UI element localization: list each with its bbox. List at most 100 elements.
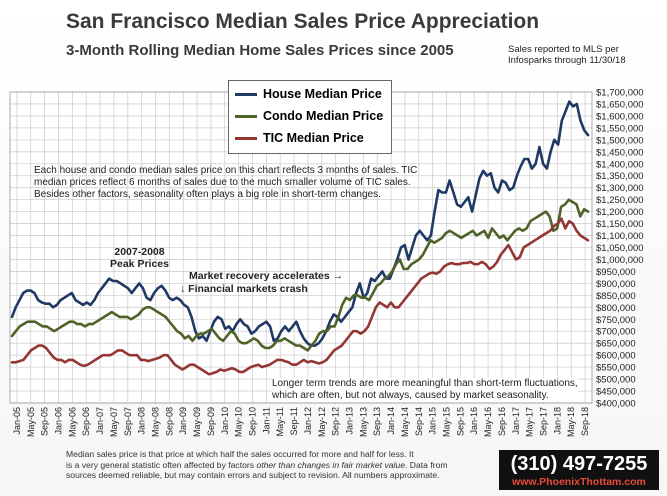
intro-annotation: Each house and condo median sales price … [34, 165, 417, 201]
y-tick-label: $1,500,000 [596, 135, 644, 146]
x-tick-label: May-06 [67, 407, 77, 437]
y-tick-label: $1,700,000 [596, 88, 644, 99]
condo-median-line [10, 198, 590, 352]
y-tick-label: $1,550,000 [596, 123, 644, 134]
legend-swatch-tic [235, 136, 257, 140]
x-tick-label: Sep-11 [289, 407, 299, 435]
x-tick-label: Sep-10 [248, 407, 258, 436]
y-tick-label: $1,400,000 [596, 159, 644, 170]
x-tick-label: Sep-08 [164, 407, 174, 436]
x-tick-label: May-16 [483, 407, 493, 437]
legend-item-condo: Condo Median Price [235, 107, 383, 125]
house-median-line [10, 100, 590, 347]
x-tick-label: Jan-18 [552, 407, 562, 435]
x-tick-label: Jan-06 [54, 407, 64, 435]
trends-line-2: which are often, but not always, caused … [272, 390, 549, 401]
x-tick-label: May-12 [317, 407, 327, 437]
y-tick-label: $1,050,000 [596, 243, 644, 254]
y-tick-label: $1,650,000 [596, 99, 644, 110]
footer-line-2-em: other than changes in fair market value [256, 459, 406, 470]
legend-item-house: House Median Price [235, 85, 382, 103]
y-tick-label: $900,000 [596, 279, 636, 290]
y-tick-label: $1,250,000 [596, 195, 644, 206]
tic-median-line [10, 217, 590, 376]
y-tick-label: $750,000 [596, 315, 636, 326]
y-tick-label: $1,600,000 [596, 111, 644, 122]
footer-line-1: Median sales price is that price at whic… [66, 449, 414, 459]
x-tick-label: May-10 [234, 407, 244, 437]
x-tick-label: Jan-14 [386, 407, 396, 435]
x-tick-label: Jan-09 [178, 407, 188, 435]
recovery-annotation: Market recovery accelerates → [189, 270, 344, 282]
x-tick-label: May-13 [358, 407, 368, 437]
x-tick-label: Jan-12 [303, 407, 313, 435]
x-tick-label: Sep-13 [372, 407, 382, 436]
legend-swatch-condo [235, 114, 257, 118]
y-tick-label: $700,000 [596, 327, 636, 338]
trends-annotation: Longer term trends are more meaningful t… [272, 378, 578, 402]
x-tick-label: May-11 [275, 407, 285, 436]
x-tick-label: Jan-05 [12, 407, 22, 435]
y-tick-label: $1,350,000 [596, 171, 644, 182]
peak-line-1: 2007-2008 [114, 246, 165, 258]
intro-line-2: median prices reflect 6 months of sales … [34, 177, 411, 188]
x-tick-label: May-08 [151, 407, 161, 437]
x-tick-label: Jan-17 [511, 407, 521, 435]
y-tick-label: $450,000 [596, 387, 636, 398]
y-tick-label: $600,000 [596, 351, 636, 362]
x-tick-label: Sep-18 [580, 407, 590, 436]
x-tick-label: Sep-12 [331, 407, 341, 436]
chart-title: San Francisco Median Sales Price Appreci… [66, 10, 540, 33]
x-tick-label: May-09 [192, 407, 202, 437]
y-tick-label: $550,000 [596, 363, 636, 374]
legend-item-tic: TIC Median Price [235, 129, 364, 147]
footer-line-2-a: is a very general statistic often affect… [66, 459, 257, 470]
footer-line-3: sources deemed reliable, but may contain… [66, 470, 440, 481]
y-tick-label: $800,000 [596, 303, 636, 314]
x-tick-label: May-07 [109, 407, 119, 437]
y-tick-label: $1,100,000 [596, 231, 644, 242]
y-tick-label: $400,000 [596, 399, 636, 410]
x-tick-label: Sep-14 [414, 407, 424, 436]
footer-disclaimer: Median sales price is that price at whic… [66, 449, 494, 481]
x-tick-label: Jan-13 [345, 407, 355, 435]
website-link[interactable]: www.PhoenixThottam.com [512, 476, 646, 488]
y-tick-label: $1,200,000 [596, 207, 644, 218]
y-tick-label: $1,000,000 [596, 255, 644, 266]
x-tick-label: Sep-17 [539, 407, 549, 436]
legend-label-house: House Median Price [263, 87, 382, 101]
y-tick-label: $1,450,000 [596, 147, 644, 158]
x-tick-label: May-14 [400, 407, 410, 437]
footer-line-2: is a very general statistic often affect… [66, 460, 494, 471]
x-tick-label: May-05 [26, 407, 36, 437]
peak-annotation: 2007-2008 Peak Prices [110, 246, 169, 270]
legend-label-condo: Condo Median Price [263, 109, 384, 123]
x-tick-label: Sep-06 [81, 407, 91, 436]
contact-box: (310) 497-7255 www.PhoenixThottam.com [499, 450, 659, 490]
x-tick-label: Jan-08 [137, 407, 147, 435]
x-tick-label: May-17 [525, 407, 535, 437]
x-tick-label: Jan-16 [469, 407, 479, 435]
source-note: Sales reported to MLS per Infosparks thr… [508, 44, 658, 66]
source-line-1: Sales reported to MLS per [508, 44, 619, 55]
source-line-2: Infosparks through 11/30/18 [508, 55, 626, 66]
x-tick-label: Jan-10 [220, 407, 230, 435]
y-tick-label: $850,000 [596, 291, 636, 302]
x-tick-label: May-15 [442, 407, 452, 437]
x-tick-label: Sep-05 [40, 407, 50, 436]
trends-line-1: Longer term trends are more meaningful t… [272, 378, 578, 389]
intro-line-3: Besides other factors, seasonality often… [34, 189, 381, 200]
x-tick-label: May-18 [566, 407, 576, 437]
y-tick-label: $1,150,000 [596, 219, 644, 230]
y-tick-label: $1,300,000 [596, 183, 644, 194]
y-tick-label: $650,000 [596, 339, 636, 350]
y-tick-label: $950,000 [596, 267, 636, 278]
x-tick-label: Sep-09 [206, 407, 216, 436]
x-tick-label: Jan-11 [261, 407, 271, 434]
chart-subtitle: 3-Month Rolling Median Home Sales Prices… [66, 42, 454, 59]
phone-number: (310) 497-7255 [510, 453, 648, 475]
x-tick-label: Jan-15 [428, 407, 438, 435]
x-tick-label: Sep-16 [497, 407, 507, 436]
peak-line-2: Peak Prices [110, 258, 169, 270]
y-tick-label: $500,000 [596, 375, 636, 386]
